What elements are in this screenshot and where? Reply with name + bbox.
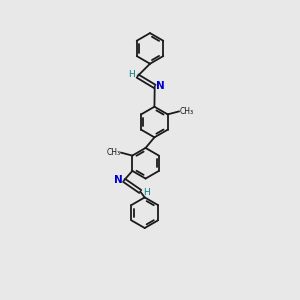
Text: H: H	[142, 188, 149, 197]
Text: CH₃: CH₃	[180, 107, 194, 116]
Text: CH₃: CH₃	[106, 148, 120, 157]
Text: N: N	[156, 81, 165, 92]
Text: N: N	[114, 175, 123, 185]
Text: H: H	[128, 70, 135, 80]
